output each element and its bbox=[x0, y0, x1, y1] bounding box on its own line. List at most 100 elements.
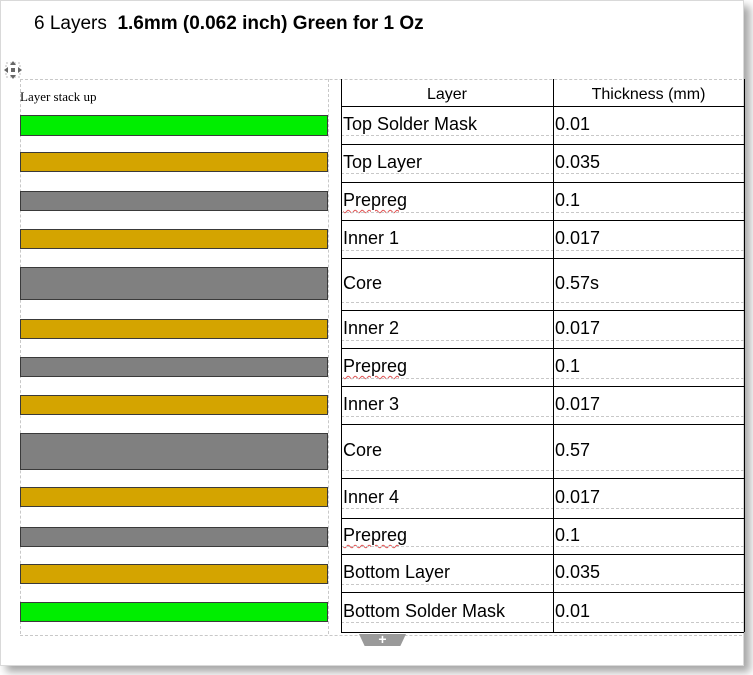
stack-bar bbox=[20, 152, 328, 172]
thickness-value: 0.1 bbox=[555, 190, 581, 210]
grid-line bbox=[341, 470, 744, 471]
row-border bbox=[341, 554, 744, 555]
layer-name-cell[interactable]: Prepreg bbox=[341, 518, 553, 554]
thickness-cell[interactable]: 0.035 bbox=[553, 554, 744, 592]
grid-line bbox=[341, 250, 744, 251]
layer-name: Core bbox=[343, 273, 383, 293]
header-layer: Layer bbox=[426, 86, 468, 103]
row-border bbox=[341, 424, 744, 425]
grid-line bbox=[341, 416, 744, 417]
move-arrows-icon[interactable] bbox=[3, 60, 23, 80]
row-border bbox=[341, 478, 744, 479]
layer-name: Core bbox=[343, 440, 383, 460]
thickness-value: 0.01 bbox=[555, 601, 591, 621]
thickness-cell[interactable]: 0.57 bbox=[553, 424, 744, 478]
row-border bbox=[341, 348, 744, 349]
thickness-value: 0.035 bbox=[555, 152, 601, 172]
grid-line bbox=[341, 508, 744, 509]
thickness-cell[interactable]: 0.1 bbox=[553, 348, 744, 386]
layer-name: Inner 4 bbox=[343, 487, 400, 507]
stack-bar bbox=[20, 395, 328, 415]
stack-bar bbox=[20, 433, 328, 470]
layer-name: Prepreg bbox=[343, 190, 408, 210]
stack-bar bbox=[20, 357, 328, 377]
header-thickness: Thickness (mm) bbox=[591, 86, 706, 103]
layer-name-cell[interactable]: Prepreg bbox=[341, 348, 553, 386]
stack-bar bbox=[20, 267, 328, 300]
thickness-value: 0.035 bbox=[555, 562, 601, 582]
row-border bbox=[341, 310, 744, 311]
stack-bar bbox=[20, 527, 328, 547]
layer-name-cell[interactable]: Bottom Solder Mask bbox=[341, 592, 553, 632]
stack-bar bbox=[20, 487, 328, 507]
thickness-value: 0.017 bbox=[555, 487, 601, 507]
grid-line bbox=[328, 79, 329, 634]
thickness-value: 0.1 bbox=[555, 525, 581, 545]
thickness-value: 0.01 bbox=[555, 114, 591, 134]
grid-line bbox=[341, 546, 744, 547]
grid-line bbox=[341, 212, 744, 213]
thickness-value: 0.57s bbox=[555, 273, 600, 293]
layer-name-cell[interactable]: Core bbox=[341, 424, 553, 478]
layer-name: Bottom Layer bbox=[343, 562, 451, 582]
row-border bbox=[341, 182, 744, 183]
layer-name-cell[interactable]: Core bbox=[341, 258, 553, 310]
thickness-value: 0.017 bbox=[555, 228, 601, 248]
layer-name-cell[interactable]: Inner 1 bbox=[341, 220, 553, 258]
column-border bbox=[341, 79, 342, 632]
layer-name-cell[interactable]: Top Solder Mask bbox=[341, 106, 553, 144]
row-border bbox=[341, 258, 744, 259]
layer-name-cell[interactable]: Inner 2 bbox=[341, 310, 553, 348]
thickness-cell[interactable]: 0.01 bbox=[553, 106, 744, 144]
layer-name: Prepreg bbox=[343, 356, 408, 376]
row-border bbox=[341, 592, 744, 593]
layer-name-cell[interactable]: Inner 3 bbox=[341, 386, 553, 424]
stack-bar bbox=[20, 564, 328, 584]
thickness-value: 0.57 bbox=[555, 440, 591, 460]
layer-name: Inner 3 bbox=[343, 394, 400, 414]
layer-name: Bottom Solder Mask bbox=[343, 601, 506, 621]
row-border bbox=[341, 518, 744, 519]
thickness-cell[interactable]: 0.1 bbox=[553, 182, 744, 220]
grid-line bbox=[341, 378, 744, 379]
layer-name: Top Layer bbox=[343, 152, 423, 172]
layer-name-cell[interactable]: Prepreg bbox=[341, 182, 553, 220]
grid-line bbox=[20, 79, 21, 634]
stack-bar bbox=[20, 229, 328, 249]
thickness-cell[interactable]: 0.035 bbox=[553, 144, 744, 182]
plus-icon: + bbox=[378, 631, 387, 647]
thickness-cell[interactable]: 0.01 bbox=[553, 592, 744, 632]
grid-line bbox=[341, 340, 744, 341]
title-prefix: 6 Layers bbox=[34, 13, 107, 34]
layer-name-cell[interactable]: Inner 4 bbox=[341, 478, 553, 518]
thickness-cell[interactable]: 0.1 bbox=[553, 518, 744, 554]
row-border bbox=[341, 220, 744, 221]
thickness-cell[interactable]: 0.57s bbox=[553, 258, 744, 310]
stack-bar bbox=[20, 191, 328, 211]
thickness-value: 0.1 bbox=[555, 356, 581, 376]
page-title: 6 Layers 1.6mm (0.062 inch) Green for 1 … bbox=[34, 13, 424, 35]
add-row-button[interactable]: + bbox=[359, 634, 406, 646]
thickness-cell[interactable]: 0.017 bbox=[553, 220, 744, 258]
thickness-cell[interactable]: 0.017 bbox=[553, 310, 744, 348]
column-border bbox=[744, 79, 745, 632]
grid-line bbox=[341, 584, 744, 585]
layer-name: Top Solder Mask bbox=[343, 114, 478, 134]
thickness-cell[interactable]: 0.017 bbox=[553, 478, 744, 518]
row-border bbox=[341, 632, 744, 633]
grid-line bbox=[341, 173, 744, 174]
layer-name: Prepreg bbox=[343, 525, 408, 545]
layer-name-cell[interactable]: Top Layer bbox=[341, 144, 553, 182]
grid-line bbox=[341, 622, 744, 623]
layer-name: Inner 1 bbox=[343, 228, 400, 248]
row-border bbox=[341, 144, 744, 145]
grid-line bbox=[341, 135, 744, 136]
stack-bar bbox=[20, 115, 328, 136]
layer-name: Inner 2 bbox=[343, 318, 400, 338]
grid-line bbox=[341, 302, 744, 303]
stack-bar bbox=[20, 602, 328, 622]
thickness-cell[interactable]: 0.017 bbox=[553, 386, 744, 424]
layer-name-cell[interactable]: Bottom Layer bbox=[341, 554, 553, 592]
stack-up-label: Layer stack up bbox=[20, 89, 97, 104]
stack-bar bbox=[20, 319, 328, 339]
